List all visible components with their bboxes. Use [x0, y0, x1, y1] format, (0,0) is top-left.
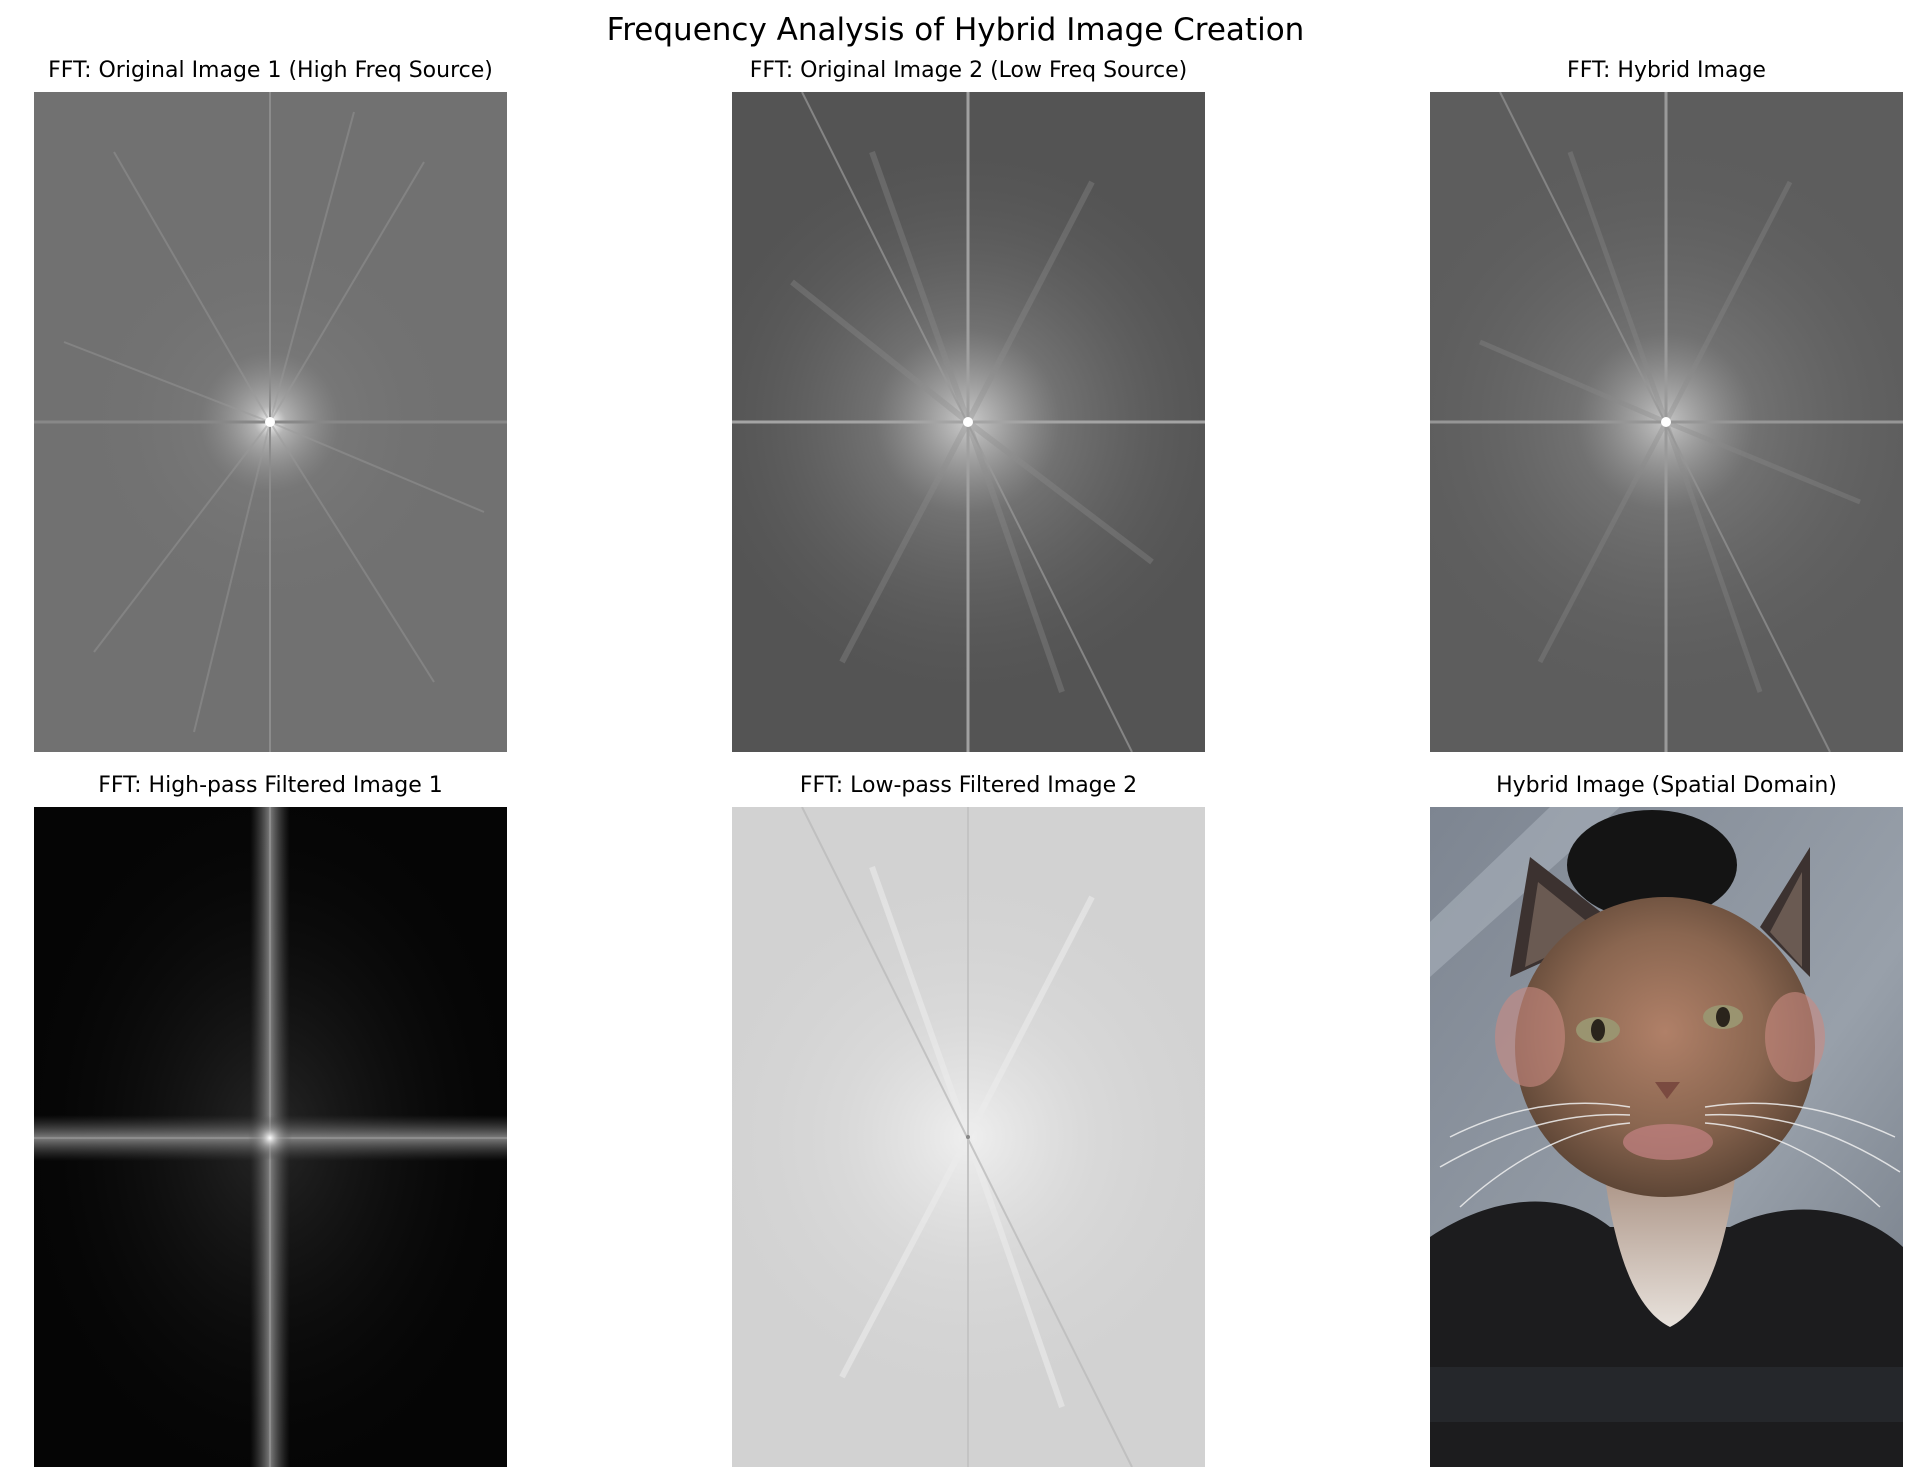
panel-title: FFT: Hybrid Image [1567, 58, 1766, 83]
panel-title: FFT: High-pass Filtered Image 1 [98, 773, 443, 798]
fft-hybrid-image [1430, 92, 1903, 752]
panel-title: FFT: Original Image 2 (Low Freq Source) [749, 58, 1188, 83]
fft-original-2-image [732, 92, 1205, 752]
panel-title: Hybrid Image (Spatial Domain) [1496, 773, 1837, 798]
panel-title: FFT: Low-pass Filtered Image 2 [799, 773, 1138, 798]
hybrid-image-photo [1430, 807, 1903, 1467]
fft-lowpass-image [732, 807, 1205, 1467]
fft-original-1-image [34, 92, 507, 752]
figure-title: Frequency Analysis of Hybrid Image Creat… [606, 12, 1305, 48]
panel-title: FFT: Original Image 1 (High Freq Source) [48, 58, 493, 83]
fft-highpass-image [34, 807, 507, 1467]
